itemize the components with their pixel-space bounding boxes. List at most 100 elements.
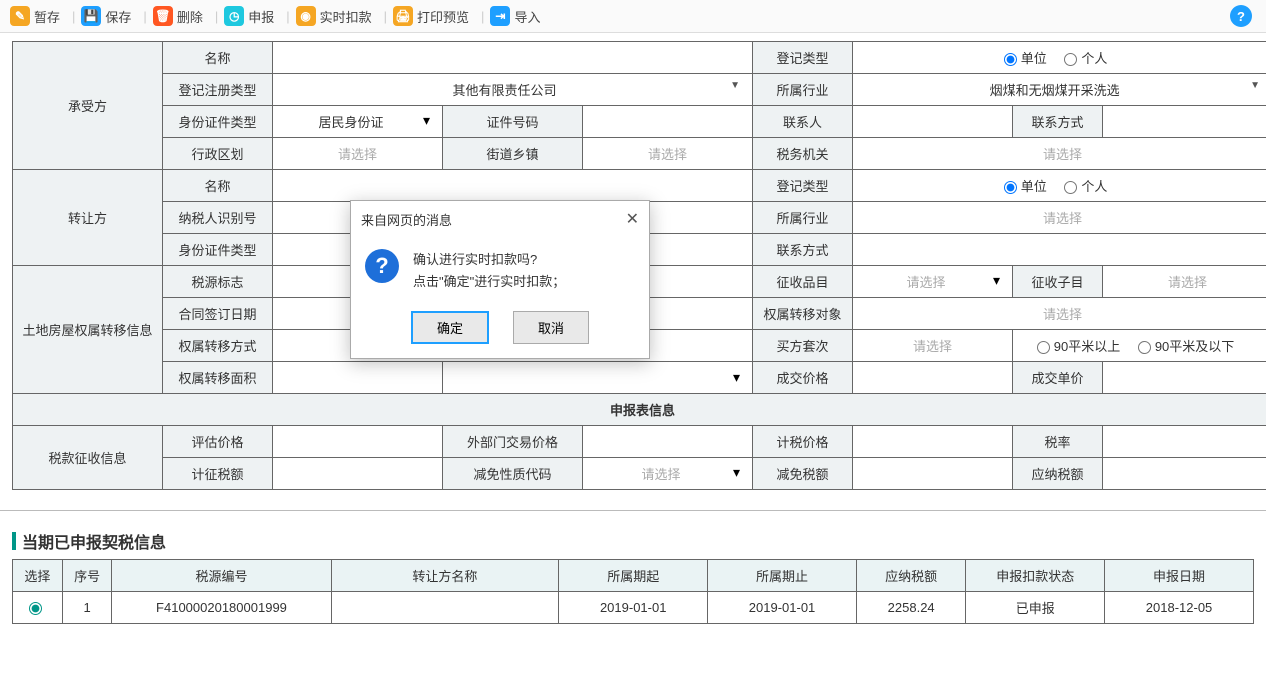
row-transferor: [331, 592, 559, 624]
transfer-mode-label: 权属转移方式: [163, 330, 273, 362]
street-label: 街道乡镇: [443, 138, 583, 170]
t-reg-type-person-radio[interactable]: [1064, 181, 1077, 194]
print-icon: 🖨: [393, 6, 413, 26]
deal-price-label: 成交价格: [753, 362, 853, 394]
unit-price-label: 成交单价: [1013, 362, 1103, 394]
unit-price-input[interactable]: [1103, 362, 1266, 394]
toolbar-sep: |: [286, 9, 289, 24]
t-reg-type-radios[interactable]: 单位 个人: [853, 170, 1266, 202]
id-no-input[interactable]: [583, 106, 753, 138]
contact-input[interactable]: [853, 106, 1013, 138]
col-select: 选择: [13, 560, 63, 592]
declare-icon: ◷: [224, 6, 244, 26]
import-icon: ⇥: [490, 6, 510, 26]
confirm-button[interactable]: 确定: [411, 311, 489, 344]
contract-date-label: 合同签订日期: [163, 298, 273, 330]
street-select[interactable]: 请选择: [583, 138, 753, 170]
industry-select[interactable]: 烟煤和无烟煤开采洗选: [853, 74, 1266, 106]
eval-price-input[interactable]: [273, 426, 443, 458]
tax-collect-section-label: 税款征收信息: [13, 426, 163, 490]
modal-footer: 确定 取消: [351, 311, 649, 358]
industry-label: 所属行业: [753, 74, 853, 106]
close-icon[interactable]: ✕: [626, 209, 639, 229]
calc-tax-label: 计征税额: [163, 458, 273, 490]
levy-sub-select[interactable]: 请选择: [1103, 266, 1266, 298]
reg-type-unit-radio[interactable]: [1004, 53, 1017, 66]
toolbar-sep: |: [215, 9, 218, 24]
declared-list-table: 选择 序号 税源编号 转让方名称 所属期起 所属期止 应纳税额 申报扣款状态 申…: [12, 559, 1254, 624]
reduce-code-label: 减免性质代码: [443, 458, 583, 490]
save-button[interactable]: 💾 保存: [81, 6, 131, 26]
import-button[interactable]: ⇥ 导入: [490, 6, 540, 26]
contact-way-input[interactable]: [1103, 106, 1266, 138]
deduct-label: 实时扣款: [320, 7, 372, 26]
t-reg-type-label: 登记类型: [753, 170, 853, 202]
declare-label: 申报: [248, 7, 274, 26]
delete-icon: 🗑: [153, 6, 173, 26]
reduce-amt-input[interactable]: [853, 458, 1013, 490]
ownership-obj-select[interactable]: 请选择: [853, 298, 1266, 330]
name-label: 名称: [163, 42, 273, 74]
admin-div-select[interactable]: 请选择: [273, 138, 443, 170]
tax-rate-input[interactable]: [1103, 426, 1266, 458]
buyer-times-label: 买方套次: [753, 330, 853, 362]
reg-type-radios[interactable]: 单位 个人: [853, 42, 1266, 74]
levy-item-select[interactable]: 请选择: [853, 266, 1013, 298]
t-reg-type-unit-label: 单位: [1021, 179, 1047, 194]
realtime-deduct-button[interactable]: ◉ 实时扣款: [296, 6, 372, 26]
row-seq: 1: [62, 592, 112, 624]
modal-header: 来自网页的消息 ✕: [351, 201, 649, 237]
reg-type-person-label: 个人: [1081, 51, 1107, 66]
declare-button[interactable]: ◷ 申报: [224, 6, 274, 26]
row-source-no: F41000020180001999: [112, 592, 331, 624]
row-status: 已申报: [966, 592, 1105, 624]
delete-button[interactable]: 🗑 删除: [153, 6, 203, 26]
t-reg-type-person-label: 个人: [1081, 179, 1107, 194]
divider: [0, 510, 1266, 511]
reg-type-person-radio[interactable]: [1064, 53, 1077, 66]
t-contact-way-input[interactable]: [853, 234, 1266, 266]
tax-auth-select[interactable]: 请选择: [853, 138, 1266, 170]
reduce-code-select[interactable]: 请选择: [583, 458, 753, 490]
save-label: 保存: [105, 7, 131, 26]
t-industry-select[interactable]: 请选择: [853, 202, 1266, 234]
levy-sub-label: 征收子目: [1013, 266, 1103, 298]
reg-biz-type-select[interactable]: 其他有限责任公司: [273, 74, 753, 106]
area-lte90-radio[interactable]: [1138, 341, 1151, 354]
id-card-type-select[interactable]: 居民身份证: [273, 106, 443, 138]
area-gt90-label: 90平米以上: [1054, 339, 1120, 354]
land-section-label: 土地房屋权属转移信息: [13, 266, 163, 394]
deal-price-input[interactable]: [853, 362, 1013, 394]
toolbar-sep: |: [72, 9, 75, 24]
buyer-times-select[interactable]: 请选择: [853, 330, 1013, 362]
header-bar-icon: [12, 532, 16, 550]
tax-price-input[interactable]: [853, 426, 1013, 458]
deduct-icon: ◉: [296, 6, 316, 26]
recipient-name-input[interactable]: [273, 42, 753, 74]
print-preview-button[interactable]: 🖨 打印预览: [393, 6, 469, 26]
row-select-radio[interactable]: [13, 592, 63, 624]
t-contact-way-label: 联系方式: [753, 234, 853, 266]
t-name-input[interactable]: [273, 170, 753, 202]
ext-trade-input[interactable]: [583, 426, 753, 458]
calc-tax-input[interactable]: [273, 458, 443, 490]
transfer-area-input[interactable]: [273, 362, 443, 394]
save-icon: 💾: [81, 6, 101, 26]
row-period-end: 2019-01-01: [708, 592, 857, 624]
help-icon[interactable]: ?: [1230, 5, 1252, 27]
t-reg-type-unit-radio[interactable]: [1004, 181, 1017, 194]
toolbar-sep: |: [143, 9, 146, 24]
area-radios[interactable]: 90平米以上 90平米及以下: [1013, 330, 1266, 362]
temp-save-button[interactable]: ✎ 暂存: [10, 6, 60, 26]
payable-input[interactable]: [1103, 458, 1266, 490]
col-period-start: 所属期起: [559, 560, 708, 592]
cancel-button[interactable]: 取消: [513, 311, 589, 344]
area-lte90-label: 90平米及以下: [1155, 339, 1234, 354]
row-payable: 2258.24: [856, 592, 965, 624]
toolbar-sep: |: [481, 9, 484, 24]
reg-biz-type-label: 登记注册类型: [163, 74, 273, 106]
area-gt90-radio[interactable]: [1037, 341, 1050, 354]
row-period-start: 2019-01-01: [559, 592, 708, 624]
delete-label: 删除: [177, 7, 203, 26]
hidden-select[interactable]: [443, 362, 753, 394]
